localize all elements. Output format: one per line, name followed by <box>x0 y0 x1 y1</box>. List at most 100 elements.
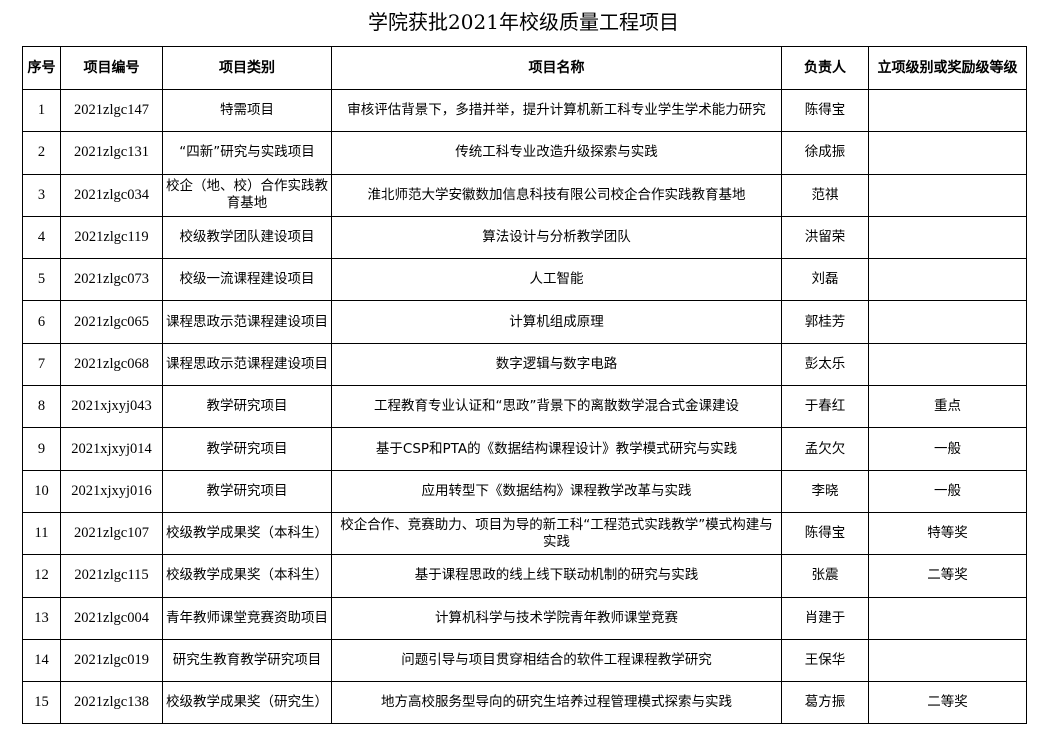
cell-index: 7 <box>22 342 61 387</box>
column-header-index: 序号 <box>22 46 61 90</box>
cell-level: 二等奖 <box>868 554 1027 598</box>
table-row: 1 2021zlgc147 特需项目 审核评估背景下，多措并举，提升计算机新工科专业学… <box>22 88 1027 133</box>
cell-category: 课程思政示范课程建设项目 <box>162 300 332 344</box>
cell-name: 工程教育专业认证和“思政”背景下的离散数学混合式金课建设 <box>331 385 782 429</box>
cell-code: 2021xjxyj043 <box>60 385 163 429</box>
cell-category: 校级教学成果奖（研究生） <box>162 681 332 725</box>
table-row: 9 2021xjxyj014 教学研究项目 基于CSP和PTA的《数据结构课程设计》教… <box>22 427 1027 471</box>
cell-level <box>868 131 1027 175</box>
cell-index: 3 <box>22 173 61 217</box>
cell-leader: 孟欠欠 <box>781 427 869 471</box>
cell-level: 二等奖 <box>868 681 1027 725</box>
cell-leader: 郭桂芳 <box>781 300 869 344</box>
cell-category: 课程思政示范课程建设项目 <box>162 342 332 387</box>
cell-index: 5 <box>22 258 61 302</box>
cell-leader: 李晓 <box>781 469 869 513</box>
cell-index: 11 <box>22 511 61 556</box>
table-row: 12 2021zlgc115 校级教学成果奖（本科生） 基于课程思政的线上线下联动机制… <box>22 554 1027 598</box>
cell-index: 14 <box>22 638 61 683</box>
cell-category: 特需项目 <box>162 88 332 133</box>
cell-name: 算法设计与分析教学团队 <box>331 215 782 260</box>
table-row: 7 2021zlgc068 课程思政示范课程建设项目 数字逻辑与数字电路 彭太乐 <box>22 342 1027 387</box>
page-title: 学院获批2021年校级质量工程项目 <box>368 10 679 34</box>
cell-category: 教学研究项目 <box>162 427 332 471</box>
cell-category: “四新”研究与实践项目 <box>162 131 332 175</box>
table-row: 8 2021xjxyj043 教学研究项目 工程教育专业认证和“思政”背景下的离散数学… <box>22 385 1027 429</box>
cell-code: 2021xjxyj014 <box>60 427 163 471</box>
table-row: 3 2021zlgc034 校企（地、校）合作实践教育基地 淮北师范大学安徽数加信息科… <box>22 173 1027 217</box>
table-row: 2 2021zlgc131 “四新”研究与实践项目 传统工科专业改造升级探索与实践 徐成… <box>22 131 1027 175</box>
column-header-leader: 负责人 <box>781 46 869 90</box>
cell-name: 计算机科学与技术学院青年教师课堂竞赛 <box>331 596 782 640</box>
cell-level <box>868 258 1027 302</box>
table-row: 15 2021zlgc138 校级教学成果奖（研究生） 地方高校服务型导向的研究生培养… <box>22 681 1027 725</box>
cell-code: 2021zlgc034 <box>60 173 163 217</box>
cell-index: 15 <box>22 681 61 725</box>
cell-leader: 洪留荣 <box>781 215 869 260</box>
cell-level <box>868 300 1027 344</box>
cell-level: 一般 <box>868 469 1027 513</box>
cell-category: 教学研究项目 <box>162 469 332 513</box>
cell-level: 特等奖 <box>868 511 1027 556</box>
cell-code: 2021zlgc004 <box>60 596 163 640</box>
cell-category: 研究生教育教学研究项目 <box>162 638 332 683</box>
cell-level <box>868 173 1027 217</box>
cell-code: 2021zlgc147 <box>60 88 163 133</box>
cell-level <box>868 88 1027 133</box>
cell-index: 6 <box>22 300 61 344</box>
cell-index: 8 <box>22 385 61 429</box>
cell-index: 10 <box>22 469 61 513</box>
cell-name: 基于课程思政的线上线下联动机制的研究与实践 <box>331 554 782 598</box>
cell-name: 地方高校服务型导向的研究生培养过程管理模式探索与实践 <box>331 681 782 725</box>
cell-leader: 陈得宝 <box>781 88 869 133</box>
cell-leader: 范祺 <box>781 173 869 217</box>
column-header-name: 项目名称 <box>331 46 782 90</box>
cell-category: 教学研究项目 <box>162 385 332 429</box>
cell-code: 2021zlgc138 <box>60 681 163 725</box>
cell-leader: 刘磊 <box>781 258 869 302</box>
cell-code: 2021zlgc073 <box>60 258 163 302</box>
cell-category: 校级教学团队建设项目 <box>162 215 332 260</box>
cell-category: 校企（地、校）合作实践教育基地 <box>162 173 332 217</box>
cell-leader: 王保华 <box>781 638 869 683</box>
column-header-level: 立项级别或奖励级等级 <box>868 46 1027 90</box>
cell-level <box>868 342 1027 387</box>
cell-level <box>868 215 1027 260</box>
cell-category: 校级一流课程建设项目 <box>162 258 332 302</box>
cell-name: 数字逻辑与数字电路 <box>331 342 782 387</box>
cell-leader: 徐成振 <box>781 131 869 175</box>
cell-level <box>868 638 1027 683</box>
cell-index: 2 <box>22 131 61 175</box>
cell-name: 应用转型下《数据结构》课程教学改革与实践 <box>331 469 782 513</box>
cell-code: 2021zlgc068 <box>60 342 163 387</box>
column-header-code: 项目编号 <box>60 46 163 90</box>
cell-index: 9 <box>22 427 61 471</box>
table-row: 13 2021zlgc004 青年教师课堂竞赛资助项目 计算机科学与技术学院青年教师课… <box>22 596 1027 640</box>
cell-code: 2021zlgc107 <box>60 511 163 556</box>
cell-code: 2021zlgc115 <box>60 554 163 598</box>
cell-index: 12 <box>22 554 61 598</box>
cell-index: 13 <box>22 596 61 640</box>
table-row: 4 2021zlgc119 校级教学团队建设项目 算法设计与分析教学团队 洪留荣 <box>22 215 1027 260</box>
table-row: 14 2021zlgc019 研究生教育教学研究项目 问题引导与项目贯穿相结合的软件工… <box>22 638 1027 683</box>
cell-name: 基于CSP和PTA的《数据结构课程设计》教学模式研究与实践 <box>331 427 782 471</box>
table-row: 5 2021zlgc073 校级一流课程建设项目 人工智能 刘磊 <box>22 258 1027 302</box>
cell-name: 人工智能 <box>331 258 782 302</box>
cell-name: 审核评估背景下，多措并举，提升计算机新工科专业学生学术能力研究 <box>331 88 782 133</box>
column-header-category: 项目类别 <box>162 46 332 90</box>
cell-code: 2021zlgc119 <box>60 215 163 260</box>
table-row: 6 2021zlgc065 课程思政示范课程建设项目 计算机组成原理 郭桂芳 <box>22 300 1027 344</box>
cell-level: 一般 <box>868 427 1027 471</box>
header-row: 序号 项目编号 项目类别 项目名称 负责人 立项级别或奖励级等级 <box>22 46 1027 90</box>
cell-leader: 肖建于 <box>781 596 869 640</box>
cell-leader: 陈得宝 <box>781 511 869 556</box>
table-row: 10 2021xjxyj016 教学研究项目 应用转型下《数据结构》课程教学改革与实践… <box>22 469 1027 513</box>
projects-table: 序号 项目编号 项目类别 项目名称 负责人 立项级别或奖励级等级 1 2021zlgc147… <box>22 46 1027 725</box>
cell-name: 传统工科专业改造升级探索与实践 <box>331 131 782 175</box>
cell-category: 青年教师课堂竞赛资助项目 <box>162 596 332 640</box>
cell-name: 问题引导与项目贯穿相结合的软件工程课程教学研究 <box>331 638 782 683</box>
cell-category: 校级教学成果奖（本科生） <box>162 511 332 556</box>
cell-name: 计算机组成原理 <box>331 300 782 344</box>
cell-index: 4 <box>22 215 61 260</box>
cell-code: 2021zlgc019 <box>60 638 163 683</box>
